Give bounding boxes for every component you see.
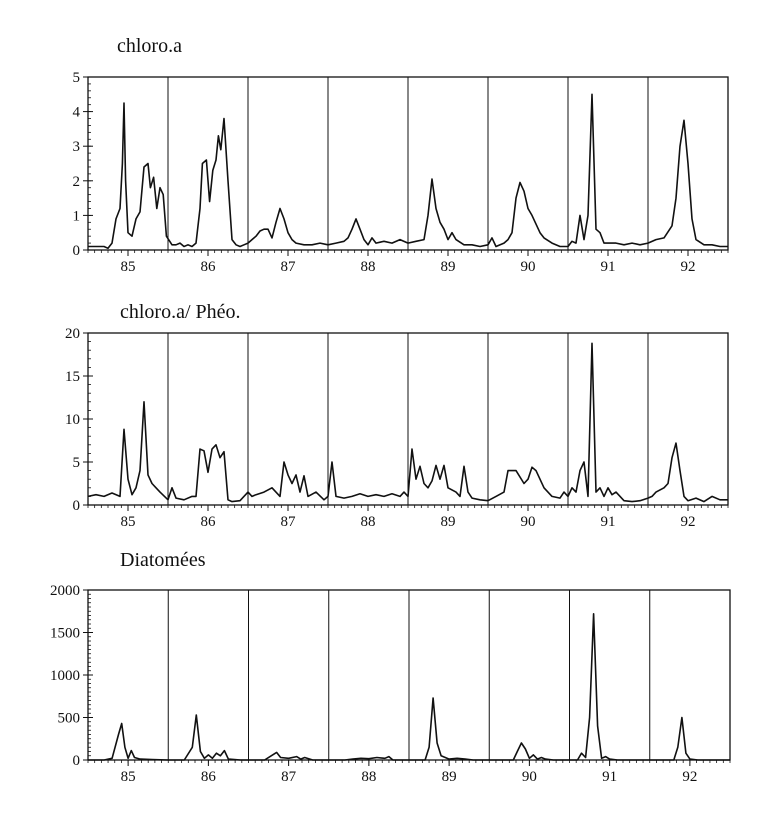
x-tick-label: 90 [521,259,536,275]
y-tick-label: 3 [73,139,81,155]
y-tick-label: 5 [73,455,81,471]
y-tick-label: 4 [73,105,81,121]
x-tick-label: 92 [682,769,697,785]
y-tick-label: 1 [73,208,81,224]
y-tick-label: 0 [73,243,81,259]
x-tick-label: 87 [281,259,297,275]
y-tick-label: 20 [65,326,80,342]
x-tick-label: 90 [522,769,537,785]
panel-title: chloro.a [117,35,182,57]
chart-panel-diatomees: Diatomées 0 500 1000 1500 2000 85 86 87 88 89 90 91… [50,549,731,785]
x-tick-label: 87 [281,514,297,530]
chart-panel-chloro-a: chloro.a 0 1 2 3 4 5 85 86 87 88 89 90 91 92 [73,35,729,275]
x-tick-label: 89 [441,259,456,275]
x-tick-label: 88 [361,259,376,275]
x-tick-label: 91 [601,259,616,275]
y-tick-label: 2 [73,174,81,190]
y-tick-label: 2000 [50,583,80,599]
x-tick-label: 88 [361,769,376,785]
x-tick-label: 91 [601,514,616,530]
x-tick-label: 89 [442,769,457,785]
y-tick-label: 500 [58,711,81,727]
x-tick-label: 85 [121,259,136,275]
series-line [88,93,728,250]
x-tick-label: 88 [361,514,376,530]
x-tick-label: 86 [201,769,217,785]
y-tick-label: 1500 [50,626,80,642]
series-line [88,613,730,761]
panel-title: chloro.a/ Phéo. [120,301,241,323]
x-tick-label: 85 [121,514,136,530]
y-tick-label: 0 [73,498,81,514]
y-tick-label: 1000 [50,668,80,684]
chart-panel-chloro-a-pheo: chloro.a/ Phéo. 0 5 10 15 20 85 86 87 88 89 90 91 92 [65,301,729,530]
y-tick-label: 5 [73,70,81,86]
y-tick-label: 0 [73,753,81,769]
y-tick-label: 10 [65,412,80,428]
x-tick-label: 86 [201,259,217,275]
x-tick-label: 92 [681,514,696,530]
x-tick-label: 91 [602,769,617,785]
x-tick-label: 87 [281,769,297,785]
x-tick-label: 89 [441,514,456,530]
x-tick-label: 86 [201,514,217,530]
x-tick-label: 92 [681,259,696,275]
panel-title: Diatomées [120,549,206,571]
x-tick-label: 85 [121,769,136,785]
x-tick-label: 90 [521,514,536,530]
y-tick-label: 15 [65,369,80,385]
series-line [87,342,728,503]
